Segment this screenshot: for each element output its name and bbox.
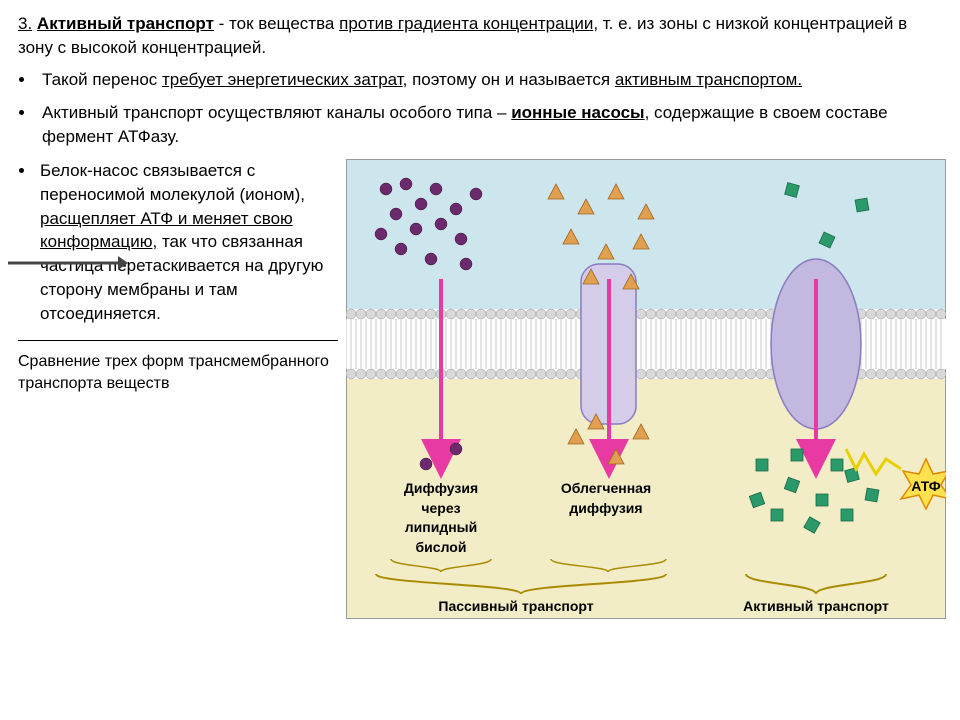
caption-diffusion: Диффузия через липидный бислой <box>386 479 496 557</box>
side-bullet-list: Белок-насос связывается с переносимой мо… <box>36 159 338 326</box>
divider-line <box>18 340 338 341</box>
main-bullet-list: Такой перенос требует энергетических зат… <box>36 68 942 149</box>
caption-passive: Пассивный транспорт <box>406 597 626 617</box>
heading-text-1: - ток вещества <box>219 14 339 33</box>
caption-facilitated: Облегченная диффузия <box>541 479 671 518</box>
heading-title: Активный транспорт <box>37 14 214 33</box>
heading-number: 3. <box>18 14 32 33</box>
bullet-3: Белок-насос связывается с переносимой мо… <box>36 159 338 326</box>
compare-arrow <box>8 252 128 274</box>
bullet-1: Такой перенос требует энергетических зат… <box>36 68 942 92</box>
bullet-2: Активный транспорт осуществляют каналы о… <box>36 101 942 149</box>
heading-underline-1: против градиента концентрации <box>339 14 593 33</box>
compare-caption: Сравнение трех форм трансмембранного тра… <box>18 351 338 396</box>
heading: 3. Активный транспорт - ток вещества про… <box>18 12 942 60</box>
transport-diagram: placeholder <box>346 159 946 619</box>
svg-text:АТФ: АТФ <box>911 478 940 494</box>
caption-active: Активный транспорт <box>726 597 906 617</box>
